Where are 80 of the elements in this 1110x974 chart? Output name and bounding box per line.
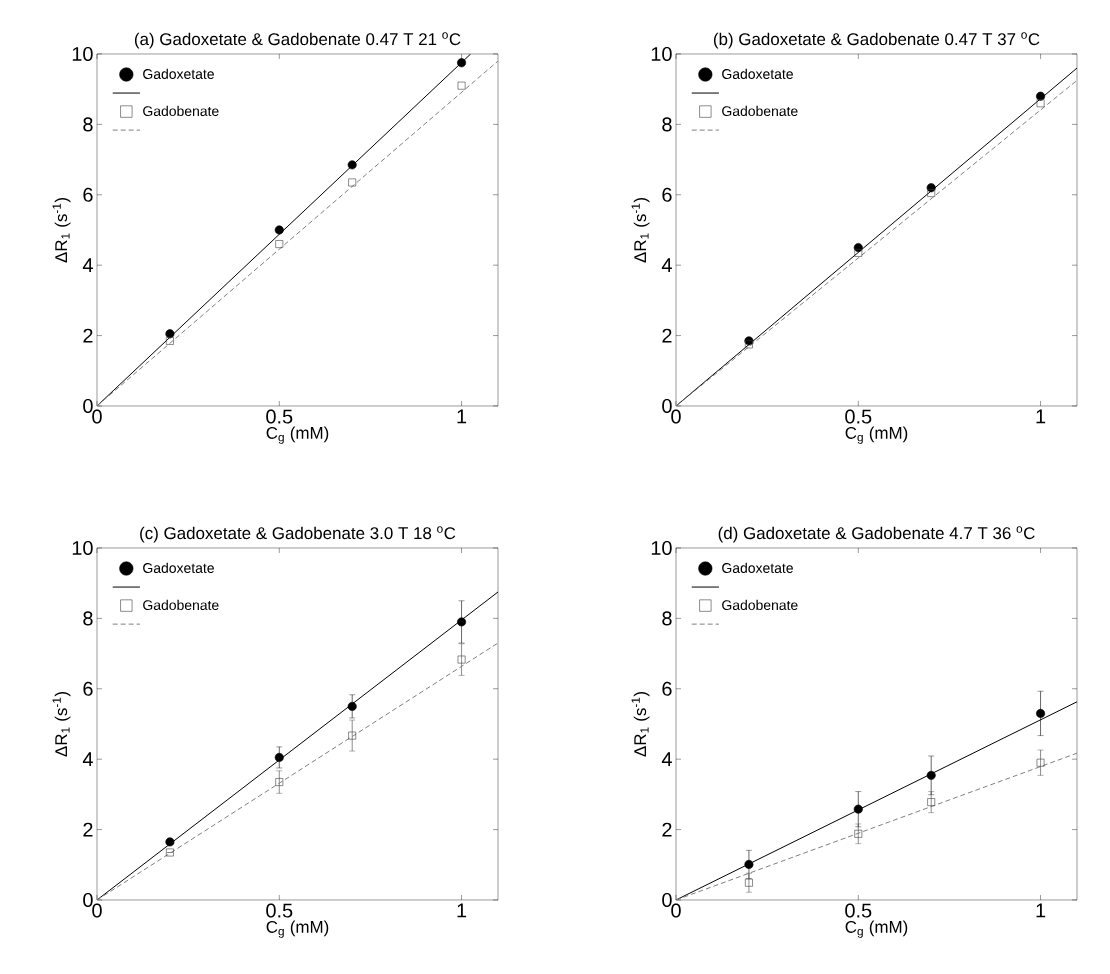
point	[275, 240, 284, 248]
y-tick-label: 4	[82, 752, 93, 767]
point	[348, 178, 357, 187]
point	[1036, 758, 1045, 767]
chart-title: (a) Gadoxetate & Gadobenate 0.47 T 21 $^{o}$C	[134, 32, 461, 49]
x-axis-title: C$_{g}$ (mM)	[266, 426, 329, 444]
x-axis-title: C$_{g}$ (mM)	[266, 920, 329, 938]
point	[347, 160, 357, 170]
y-tick-label: 8	[662, 611, 672, 626]
y-axis-title: ΔR$_{1}$ (s$^{-1}$)	[631, 691, 650, 757]
legend-label: Gadoxetate	[143, 562, 214, 573]
x-tick-label: 0.5	[266, 409, 293, 424]
y-tick-label: 10	[72, 46, 93, 62]
legend-label: Gadobenate	[143, 599, 219, 611]
point	[926, 770, 936, 780]
x-tick-label: 1	[457, 903, 467, 918]
y-tick-label: 4	[661, 258, 672, 273]
point	[166, 848, 174, 857]
x-tick-label: 0.5	[266, 903, 293, 918]
point	[744, 859, 754, 869]
y-tick-label: 10	[651, 540, 672, 556]
y-tick-label: 8	[83, 611, 93, 626]
y-axis-title: ΔR$_{1}$ (s$^{-1}$)	[52, 197, 71, 263]
point	[854, 248, 863, 257]
y-tick-label: 0	[83, 398, 93, 414]
y-tick-label: 6	[662, 187, 672, 202]
point	[927, 798, 936, 807]
point	[853, 804, 863, 814]
point	[457, 655, 466, 664]
point	[457, 617, 467, 627]
point	[347, 701, 357, 711]
y-tick-label: 4	[661, 752, 672, 767]
point	[166, 336, 174, 345]
legend-label: Gadoxetate	[143, 68, 214, 79]
chart-title: (b) Gadoxetate & Gadobenate 0.47 T 37 $^{o}$C	[713, 32, 1040, 49]
legend-label: Gadobenate	[722, 105, 798, 117]
y-axis-title: ΔR$_{1}$ (s$^{-1}$)	[631, 197, 650, 263]
point	[165, 329, 175, 339]
x-tick-label: 0.5	[845, 903, 872, 918]
y-tick-label: 6	[83, 681, 93, 696]
point	[854, 829, 863, 838]
point	[457, 81, 466, 90]
y-tick-label: 0	[662, 398, 672, 414]
y-tick-label: 2	[83, 822, 93, 837]
legend-label: Gadoxetate	[722, 562, 793, 573]
x-tick-label: 0.5	[845, 409, 872, 424]
x-tick-label: 1	[1036, 409, 1046, 424]
point	[1036, 708, 1046, 718]
y-tick-label: 2	[662, 822, 672, 837]
y-tick-label: 6	[662, 681, 672, 696]
y-tick-label: 8	[83, 117, 93, 132]
point	[275, 778, 284, 786]
y-axis-title: ΔR$_{1}$ (s$^{-1}$)	[52, 691, 71, 757]
legend-label: Gadobenate	[143, 105, 219, 117]
chart-title: (d) Gadoxetate & Gadobenate 4.7 T 36 $^{o}$C	[718, 526, 1035, 543]
y-tick-label: 0	[83, 892, 93, 908]
point	[274, 225, 284, 235]
y-tick-label: 8	[662, 117, 672, 132]
point	[927, 189, 936, 197]
y-tick-label: 2	[83, 328, 93, 343]
x-tick-label: 1	[1036, 903, 1046, 918]
point	[457, 58, 467, 68]
point	[274, 752, 284, 762]
point	[348, 731, 357, 740]
y-tick-label: 2	[662, 328, 672, 343]
legend-label: Gadobenate	[722, 599, 798, 611]
y-tick-label: 4	[82, 258, 93, 273]
y-tick-label: 0	[662, 892, 672, 908]
chart-title: (c) Gadoxetate & Gadobenate 3.0 T 18 $^{o}$C	[140, 526, 456, 543]
x-axis-title: C$_{g}$ (mM)	[845, 920, 908, 938]
point	[745, 878, 753, 887]
legend-label: Gadoxetate	[722, 68, 793, 79]
x-axis-title: C$_{g}$ (mM)	[845, 426, 908, 444]
y-tick-label: 6	[83, 187, 93, 202]
point	[165, 837, 175, 847]
y-tick-label: 10	[72, 540, 93, 556]
point	[745, 340, 753, 349]
x-tick-label: 1	[457, 409, 467, 424]
point	[1036, 99, 1045, 108]
y-tick-label: 10	[651, 46, 672, 62]
